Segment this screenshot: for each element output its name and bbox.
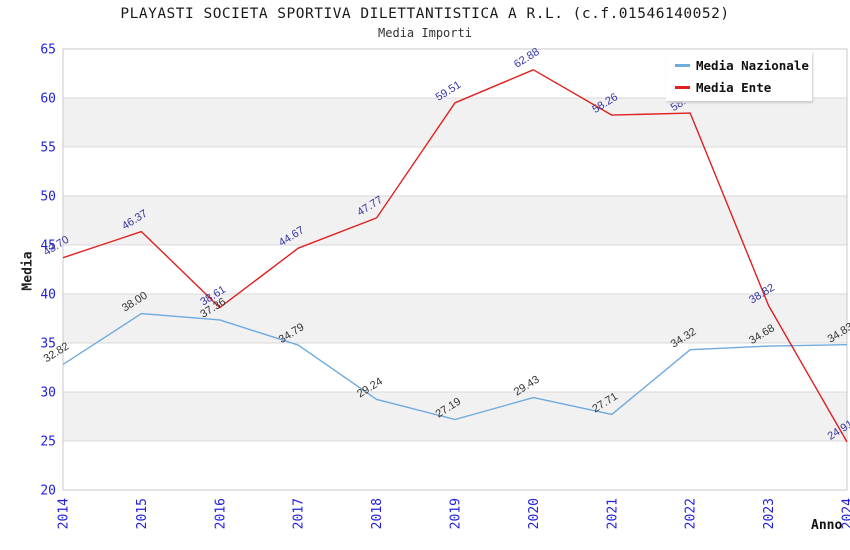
y-tick-label: 60 [40, 92, 56, 107]
plot-band [63, 98, 847, 147]
plot-border [62, 48, 848, 491]
chart-title: PLAYASTI SOCIETA SPORTIVA DILETTANTISTIC… [120, 6, 730, 22]
series-line-media-ente [62, 69, 848, 443]
plot-band [63, 147, 847, 196]
plot-band [63, 343, 847, 392]
x-tick-label: 2024 [841, 498, 850, 529]
y-axis-title: Media [20, 251, 36, 291]
x-tick-label: 2020 [527, 498, 542, 529]
legend-item-media-nazionale: Media Nazionale [675, 58, 812, 73]
x-tick-label: 2021 [605, 498, 620, 529]
x-tick-label: 2023 [762, 498, 777, 529]
legend-item-media-ente: Media Ente [675, 80, 812, 95]
plot-band [63, 294, 847, 343]
x-axis-title: Anno [811, 518, 843, 533]
legend-label: Media Nazionale [696, 57, 809, 73]
x-tick-label: 2016 [213, 498, 228, 529]
y-tick-label: 25 [40, 435, 56, 450]
y-tick-label: 30 [40, 386, 56, 401]
legend-line-sample-ente-icon [675, 85, 690, 89]
plot-band [63, 196, 847, 245]
legend-label: Media Ente [696, 79, 772, 95]
x-tick-label: 2014 [57, 498, 72, 529]
x-tick-label: 2022 [684, 498, 699, 529]
y-tick-label: 55 [40, 141, 56, 156]
y-tick-label: 45 [40, 239, 56, 254]
y-tick-label: 50 [40, 190, 56, 205]
series-line-media-nazionale [62, 312, 848, 421]
y-tick-label: 65 [40, 43, 56, 58]
y-tick-label: 20 [40, 484, 56, 499]
x-tick-label: 2015 [135, 498, 150, 529]
plot-band [63, 245, 847, 294]
plot-band [63, 392, 847, 441]
y-tick-label: 35 [40, 337, 56, 352]
x-tick-label: 2018 [370, 498, 385, 529]
plot-band [63, 441, 847, 490]
x-tick-label: 2019 [449, 498, 464, 529]
legend-line-sample-nazionale-icon [675, 63, 690, 67]
chart-legend: Media Nazionale Media Ente [666, 51, 812, 101]
chart-subtitle: Media Importi [378, 26, 472, 40]
y-tick-label: 40 [40, 288, 56, 303]
x-tick-label: 2017 [292, 498, 307, 529]
